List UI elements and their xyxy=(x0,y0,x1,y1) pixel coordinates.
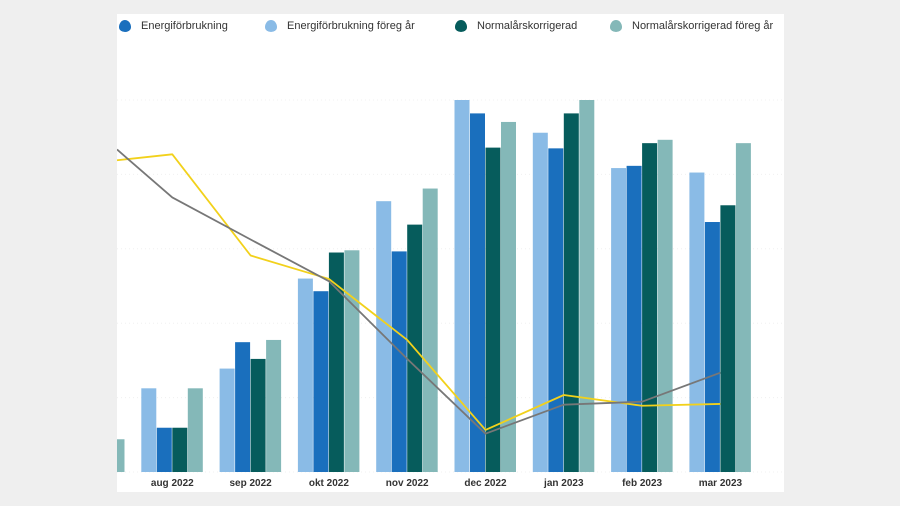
legend-swatch-icon xyxy=(119,20,131,32)
bar xyxy=(548,148,564,473)
series-line xyxy=(117,148,721,435)
bar xyxy=(297,278,313,472)
bar xyxy=(344,250,360,472)
legend-swatch-icon xyxy=(610,20,622,32)
x-tick-label: sep 2022 xyxy=(229,478,272,489)
bar xyxy=(313,291,329,472)
x-tick-label: jan 2023 xyxy=(543,478,584,489)
x-tick-label: feb 2023 xyxy=(622,478,662,489)
legend-item-normalarskorrigerad-foreg-ar[interactable]: Normalårskorrigerad föreg år xyxy=(610,20,773,32)
bar xyxy=(485,147,501,472)
gridlines xyxy=(117,99,784,473)
legend-item-energiforbrukning[interactable]: Energiförbrukning xyxy=(119,20,228,32)
x-tick-label: okt 2022 xyxy=(309,478,349,489)
bar xyxy=(626,165,642,472)
bar xyxy=(250,358,266,472)
bar xyxy=(172,427,188,472)
bar xyxy=(266,339,282,472)
x-tick-label: mar 2023 xyxy=(699,478,743,489)
legend-swatch-icon xyxy=(265,20,277,32)
bar xyxy=(235,342,251,472)
legend-swatch-icon xyxy=(455,20,467,32)
bar xyxy=(720,205,736,472)
legend-item-normalarskorrigerad[interactable]: Normalårskorrigerad xyxy=(455,20,577,32)
bar xyxy=(391,251,407,472)
legend-label: Energiförbrukning föreg år xyxy=(287,20,415,32)
line-series xyxy=(117,148,721,435)
chart-legend: Energiförbrukning Energiförbrukning före… xyxy=(117,14,817,42)
bar xyxy=(219,368,235,472)
bar xyxy=(642,143,658,473)
bar xyxy=(611,168,627,473)
bar xyxy=(689,172,705,473)
bar xyxy=(187,388,203,472)
bar xyxy=(532,132,548,472)
bar-series xyxy=(117,100,751,473)
bar xyxy=(735,143,751,473)
x-axis-ticks: aug 2022 sep 2022 okt 2022 nov 2022 dec 2022… xyxy=(151,478,743,489)
x-tick-label: dec 2022 xyxy=(464,478,507,489)
legend-item-energiforbrukning-foreg-ar[interactable]: Energiförbrukning föreg år xyxy=(265,20,415,32)
bar xyxy=(563,113,579,472)
legend-label: Energiförbrukning xyxy=(141,20,228,32)
bar xyxy=(156,427,172,472)
legend-label: Normalårskorrigerad xyxy=(477,20,578,32)
bar xyxy=(470,113,485,472)
bar xyxy=(704,222,720,472)
x-tick-label: aug 2022 xyxy=(151,478,194,489)
legend-label: Normalårskorrigerad föreg år xyxy=(632,20,774,32)
bar xyxy=(579,100,595,472)
bar xyxy=(141,388,157,472)
bar xyxy=(454,100,470,472)
bar xyxy=(117,439,125,472)
bar xyxy=(328,252,344,472)
bar xyxy=(501,121,516,472)
bar xyxy=(657,139,673,472)
x-tick-label: nov 2022 xyxy=(386,478,429,489)
bar xyxy=(422,188,438,472)
